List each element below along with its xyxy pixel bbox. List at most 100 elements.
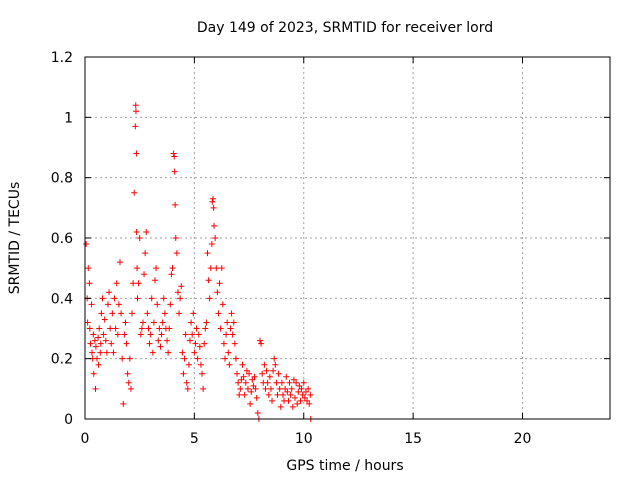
data-point [113, 280, 120, 287]
data-point [254, 409, 261, 416]
data-point [85, 265, 92, 272]
data-point [86, 280, 93, 287]
data-point [288, 385, 295, 392]
data-point [138, 325, 145, 332]
data-point [301, 394, 308, 401]
data-point [218, 265, 225, 272]
data-point [274, 391, 281, 398]
data-point [92, 343, 99, 350]
data-point [150, 319, 157, 326]
data-point [100, 331, 107, 338]
data-point [296, 382, 303, 389]
data-point [84, 319, 91, 326]
data-point [157, 343, 164, 350]
data-point [106, 289, 113, 296]
data-point [292, 394, 298, 401]
data-point [277, 403, 284, 410]
data-point [97, 349, 104, 356]
data-point [190, 310, 197, 317]
data-point [259, 370, 266, 377]
data-point [231, 340, 238, 347]
data-point [144, 310, 151, 317]
data-point [240, 373, 247, 380]
data-point [209, 198, 216, 205]
data-point [290, 376, 297, 383]
data-point [120, 400, 127, 407]
data-point [133, 150, 140, 157]
data-point [262, 385, 269, 392]
data-point [174, 289, 181, 296]
data-point [228, 310, 235, 317]
data-point [287, 391, 294, 398]
data-point [180, 370, 187, 377]
data-point [264, 379, 271, 386]
data-point [230, 319, 237, 326]
x-tick-label: 5 [190, 431, 199, 447]
x-tick-label: 0 [81, 431, 90, 447]
data-point [191, 349, 198, 356]
data-point [244, 385, 251, 392]
data-point [164, 337, 171, 344]
data-point [132, 108, 139, 115]
data-point [114, 331, 121, 338]
y-tick-label: 0.2 [51, 352, 73, 368]
data-point [134, 265, 141, 272]
data-point [131, 189, 138, 196]
data-point [269, 397, 276, 404]
data-point [169, 265, 176, 272]
data-point [86, 325, 93, 332]
data-point [176, 310, 183, 317]
data-point [286, 379, 293, 386]
data-point [248, 388, 255, 395]
data-point [160, 295, 167, 302]
x-axis-label: GPS time / hours [286, 458, 403, 474]
data-point [213, 265, 220, 272]
data-point [159, 319, 166, 326]
data-point [122, 319, 129, 326]
data-point [132, 102, 139, 109]
data-point [189, 331, 196, 338]
data-point [272, 361, 279, 368]
data-point [148, 295, 155, 302]
data-point [109, 310, 116, 317]
data-point [297, 397, 304, 404]
data-point [307, 391, 314, 398]
data-point [104, 301, 111, 308]
data-point [182, 331, 189, 338]
data-point [110, 349, 117, 356]
data-point [165, 349, 172, 356]
y-axis-label: SRMTID / TECUs [7, 182, 23, 295]
x-tick-labels: 0 5 10 15 20 [81, 431, 532, 447]
data-point [197, 361, 204, 368]
data-point [251, 373, 258, 380]
data-point [305, 385, 312, 392]
data-point [203, 319, 210, 326]
data-point [234, 370, 241, 377]
data-point [149, 349, 156, 356]
data-point [134, 295, 141, 302]
data-point [188, 319, 195, 326]
data-point [232, 355, 239, 362]
data-point [103, 349, 110, 356]
data-point [276, 385, 283, 392]
y-tick-label: 1.2 [51, 50, 73, 66]
data-point [279, 391, 286, 398]
data-point [121, 331, 128, 338]
data-point [145, 325, 152, 332]
data-point [147, 331, 154, 338]
y-tick-label: 1 [64, 110, 73, 126]
axis-ticks [84, 56, 610, 420]
data-point [206, 295, 213, 302]
data-point [247, 400, 254, 407]
data-point [219, 301, 226, 308]
data-point [125, 379, 132, 386]
data-point [94, 355, 101, 362]
data-point [278, 379, 285, 386]
data-point [143, 228, 150, 235]
data-point [242, 379, 249, 386]
y-tick-label: 0.6 [51, 231, 73, 247]
data-point [235, 379, 242, 386]
data-point [208, 241, 215, 248]
data-point [124, 370, 131, 377]
data-point [194, 355, 201, 362]
